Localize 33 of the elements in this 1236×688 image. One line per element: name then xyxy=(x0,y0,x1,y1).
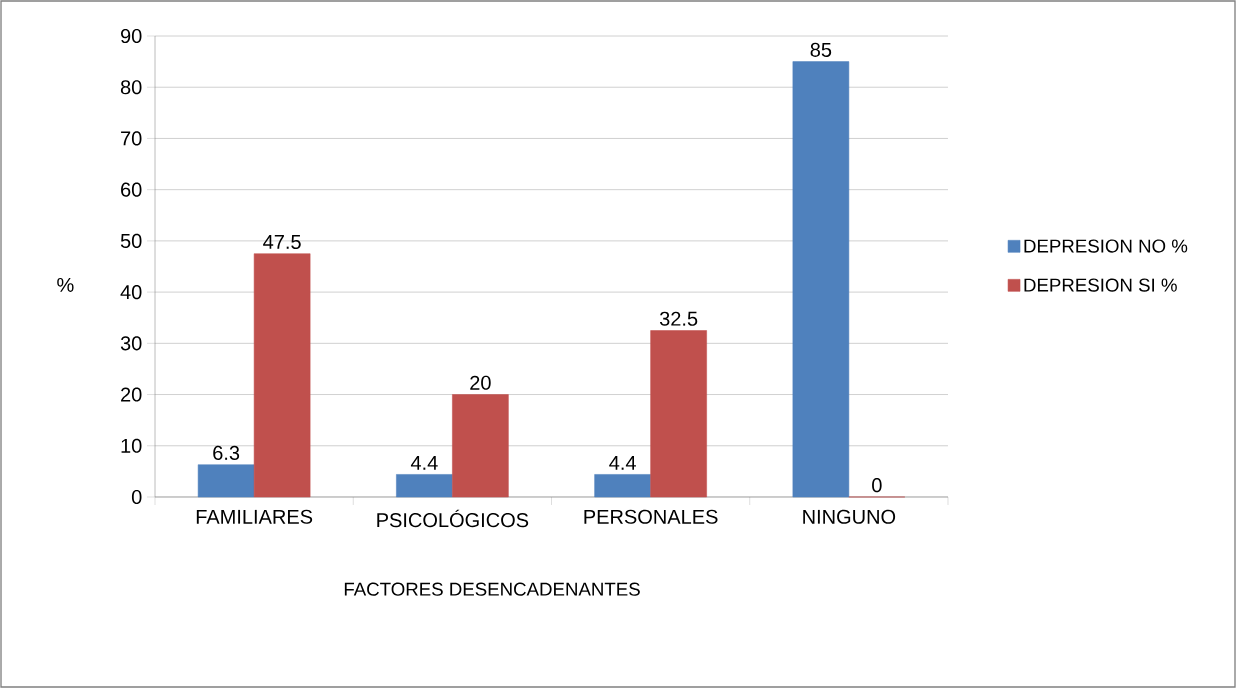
x-tick-label: PERSONALES xyxy=(584,509,718,524)
data-label: 85 xyxy=(810,42,832,57)
bar xyxy=(452,394,509,498)
y-tick-label: 10 xyxy=(121,438,142,453)
y-tick-label: 50 xyxy=(120,233,142,248)
legend-label: DEPRESION SI % xyxy=(1024,278,1177,292)
data-label: 32.5 xyxy=(659,311,698,326)
legend-label: DEPRESION NO % xyxy=(1024,239,1188,253)
y-tick-label: 0 xyxy=(131,489,142,505)
data-label: 47.5 xyxy=(263,235,301,249)
y-tick-label: 80 xyxy=(120,80,142,95)
bar xyxy=(594,474,651,498)
data-label: 6.3 xyxy=(213,445,240,460)
data-label: 4.4 xyxy=(609,455,636,470)
bar xyxy=(650,330,707,498)
data-label: 20 xyxy=(470,375,491,390)
y-tick-label: 40 xyxy=(120,285,142,300)
x-tick-label: FAMILIARES xyxy=(196,509,313,524)
data-label: 0 xyxy=(872,478,882,493)
bar xyxy=(396,474,453,498)
x-tick-label: PSICOLÓGICOS xyxy=(377,509,529,528)
y-tick-label: 20 xyxy=(121,387,142,402)
y-tick-label: 90 xyxy=(120,28,142,44)
y-tick-label: 30 xyxy=(120,336,142,351)
bar xyxy=(253,253,311,498)
data-label: 4.4 xyxy=(410,455,438,470)
y-tick-label: 70 xyxy=(121,131,142,146)
x-tick-label: NINGUNO xyxy=(803,509,896,524)
y-tick-label: 60 xyxy=(121,182,142,197)
x-axis-title: FACTORES DESENCADENANTES xyxy=(344,582,640,596)
bar xyxy=(197,464,255,498)
bar xyxy=(792,61,850,498)
y-axis-title: % xyxy=(57,277,74,292)
